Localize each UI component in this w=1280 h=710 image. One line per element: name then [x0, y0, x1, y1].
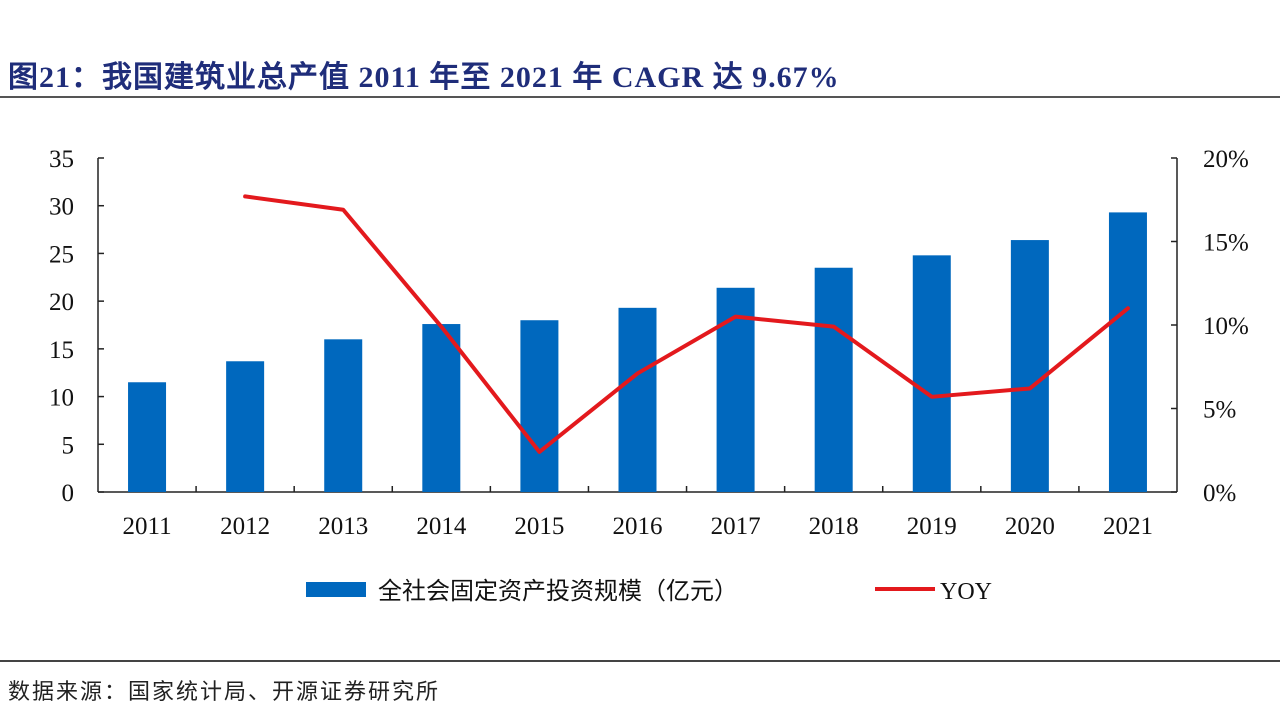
bar-2011	[128, 382, 167, 492]
left-tick-label: 5	[62, 432, 75, 459]
bar-2019	[912, 255, 951, 492]
bar-2021	[1108, 212, 1147, 492]
right-tick-label: 0%	[1203, 480, 1236, 507]
figure-title: 图21：我国建筑业总产值 2011 年至 2021 年 CAGR 达 9.67%	[8, 61, 840, 94]
x-tick-label: 2016	[613, 513, 663, 540]
x-tick-label: 2021	[1103, 513, 1153, 540]
legend-bar-swatch	[306, 582, 366, 597]
x-tick-label: 2012	[220, 513, 270, 540]
legend: 全社会固定资产投资规模（亿元） YOY	[306, 578, 992, 605]
right-tick-label: 15%	[1203, 230, 1249, 257]
chart: 0 5 10 15 20 25 30 35 0% 5% 10% 15% 20% 2011 2012 2013 2…	[49, 146, 1249, 605]
left-tick-label: 10	[49, 385, 74, 412]
source-note: 数据来源：国家统计局、开源证券研究所	[8, 679, 441, 704]
source-divider	[0, 660, 1280, 662]
x-tick-label: 2017	[711, 513, 761, 540]
x-tick-label: 2011	[123, 513, 172, 540]
bar-2013	[324, 339, 363, 492]
left-tick-label: 15	[49, 337, 74, 364]
legend-bar-label: 全社会固定资产投资规模（亿元）	[378, 578, 738, 605]
right-tick-label: 10%	[1203, 313, 1249, 340]
bar-2015	[520, 320, 559, 492]
left-tick-label: 0	[62, 480, 75, 507]
title-divider	[0, 96, 1280, 98]
bar-2014	[422, 324, 461, 492]
left-tick-label: 35	[49, 146, 74, 173]
bar-2016	[618, 307, 657, 492]
x-tick-label: 2014	[416, 513, 467, 540]
left-tick-label: 20	[49, 289, 74, 316]
legend-line-label: YOY	[940, 579, 992, 605]
x-tick-label: 2018	[809, 513, 859, 540]
left-tick-label: 30	[49, 194, 74, 221]
x-tick-label: 2015	[514, 513, 564, 540]
x-tick-label: 2020	[1005, 513, 1055, 540]
right-tick-label: 5%	[1203, 397, 1236, 424]
x-tick-label: 2013	[318, 513, 368, 540]
bar-2018	[814, 267, 853, 492]
yoy-line	[243, 194, 1130, 454]
x-tick-label: 2019	[907, 513, 957, 540]
right-tick-label: 20%	[1203, 146, 1249, 173]
bar-2012	[226, 361, 265, 492]
left-tick-label: 25	[49, 241, 74, 268]
bar-2020	[1010, 240, 1049, 492]
